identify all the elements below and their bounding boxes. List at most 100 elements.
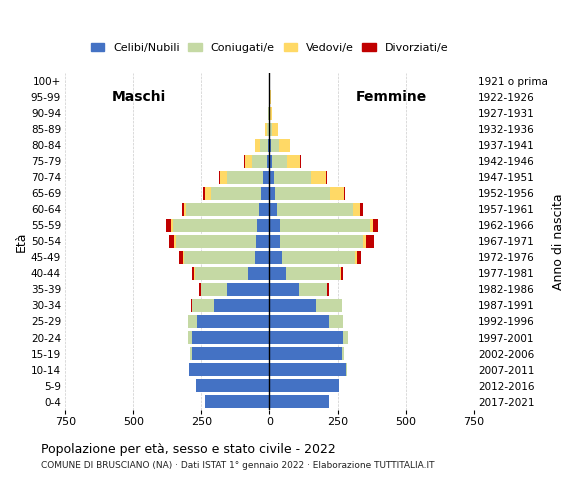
Bar [346,363,347,376]
Bar [263,170,270,184]
Bar [270,363,346,376]
Bar [270,251,282,264]
Text: Maschi: Maschi [111,90,166,104]
Bar [343,331,349,344]
Bar [183,251,184,264]
Bar [280,219,369,232]
Bar [357,251,361,264]
Bar [262,187,270,200]
Bar [316,299,342,312]
Bar [211,187,262,200]
Bar [270,347,342,360]
Bar [169,235,175,248]
Bar [270,379,339,392]
Bar [267,155,270,168]
Bar [204,187,205,200]
Bar [196,379,270,392]
Bar [327,283,329,296]
Bar [353,203,360,216]
Bar [360,203,363,216]
Bar [326,170,327,184]
Bar [184,203,186,216]
Bar [270,235,280,248]
Bar [192,267,194,280]
Bar [364,235,365,248]
Y-axis label: Età: Età [15,231,28,252]
Bar [179,251,183,264]
Bar [166,219,172,232]
Bar [186,203,259,216]
Bar [272,122,278,136]
Bar [267,107,269,120]
Bar [190,347,192,360]
Bar [369,219,373,232]
Bar [258,219,270,232]
Bar [255,139,260,152]
Bar [270,315,329,328]
Bar [252,155,267,168]
Bar [256,235,270,248]
Bar [277,203,353,216]
Bar [311,170,326,184]
Bar [182,203,184,216]
Bar [274,170,311,184]
Bar [270,219,280,232]
Bar [205,395,270,408]
Bar [270,267,286,280]
Bar [255,251,270,264]
Text: COMUNE DI BRUSCIANO (NA) · Dati ISTAT 1° gennaio 2022 · Elaborazione TUTTITALIA.: COMUNE DI BRUSCIANO (NA) · Dati ISTAT 1°… [41,461,434,470]
Bar [184,251,255,264]
Bar [267,122,269,136]
Bar [268,139,270,152]
Y-axis label: Anno di nascita: Anno di nascita [552,193,565,289]
Bar [270,299,316,312]
Bar [271,155,287,168]
Bar [176,235,256,248]
Bar [270,90,271,104]
Bar [286,267,340,280]
Bar [220,170,227,184]
Bar [373,219,378,232]
Bar [192,299,213,312]
Bar [270,107,273,120]
Bar [188,315,197,328]
Bar [270,283,299,296]
Bar [172,219,173,232]
Bar [192,331,270,344]
Bar [342,347,344,360]
Bar [213,299,270,312]
Bar [271,139,279,152]
Bar [189,363,270,376]
Bar [341,267,343,280]
Bar [197,315,270,328]
Bar [270,139,271,152]
Bar [280,235,364,248]
Bar [264,122,267,136]
Bar [205,187,211,200]
Bar [248,267,270,280]
Bar [279,139,289,152]
Bar [260,139,268,152]
Bar [201,283,227,296]
Bar [276,187,330,200]
Bar [270,170,274,184]
Bar [287,155,300,168]
Text: Femmine: Femmine [356,90,427,104]
Bar [270,187,275,200]
Text: Popolazione per età, sesso e stato civile - 2022: Popolazione per età, sesso e stato civil… [41,443,335,456]
Bar [299,283,327,296]
Bar [245,155,252,168]
Bar [365,235,374,248]
Bar [270,395,329,408]
Bar [340,267,341,280]
Bar [259,203,270,216]
Bar [188,331,192,344]
Bar [330,187,343,200]
Legend: Celibi/Nubili, Coniugati/e, Vedovi/e, Divorziati/e: Celibi/Nubili, Coniugati/e, Vedovi/e, Di… [86,38,453,57]
Bar [270,331,343,344]
Bar [227,283,270,296]
Bar [329,315,343,328]
Bar [219,170,220,184]
Bar [175,235,176,248]
Bar [194,267,248,280]
